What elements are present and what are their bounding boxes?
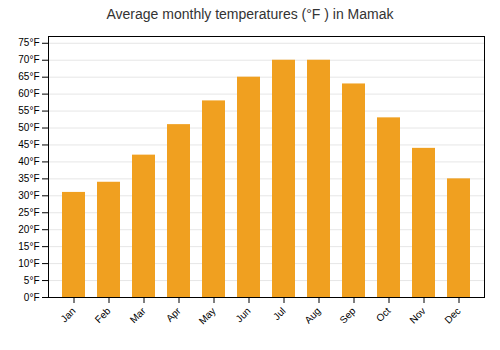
svg-text:Nov: Nov	[407, 305, 427, 325]
svg-text:Jan: Jan	[58, 305, 77, 324]
svg-text:60°F: 60°F	[18, 88, 39, 99]
svg-text:Feb: Feb	[93, 305, 113, 325]
svg-text:35°F: 35°F	[18, 173, 39, 184]
svg-text:Oct: Oct	[374, 305, 393, 324]
svg-text:40°F: 40°F	[18, 156, 39, 167]
svg-text:Jul: Jul	[271, 305, 288, 322]
svg-text:55°F: 55°F	[18, 105, 39, 116]
svg-text:70°F: 70°F	[18, 54, 39, 65]
svg-text:Aug: Aug	[302, 305, 322, 325]
svg-text:15°F: 15°F	[18, 241, 39, 252]
svg-text:May: May	[197, 305, 218, 326]
svg-text:10°F: 10°F	[18, 258, 39, 269]
svg-text:45°F: 45°F	[18, 139, 39, 150]
svg-text:50°F: 50°F	[18, 122, 39, 133]
svg-text:Mar: Mar	[128, 305, 148, 325]
svg-text:5°F: 5°F	[24, 275, 40, 286]
svg-text:Sep: Sep	[337, 305, 358, 326]
svg-text:20°F: 20°F	[18, 224, 39, 235]
svg-text:30°F: 30°F	[18, 190, 39, 201]
svg-text:75°F: 75°F	[18, 37, 39, 48]
svg-text:0°F: 0°F	[24, 292, 40, 303]
html-text:Average monthly temperatures (: Average monthly temperatures (°F ) in Ma…	[106, 6, 394, 22]
svg-text:Dec: Dec	[442, 305, 462, 325]
svg-text:Jun: Jun	[233, 305, 252, 324]
svg-text:Apr: Apr	[164, 305, 183, 324]
svg-text:25°F: 25°F	[18, 207, 39, 218]
svg-text:65°F: 65°F	[18, 71, 39, 82]
